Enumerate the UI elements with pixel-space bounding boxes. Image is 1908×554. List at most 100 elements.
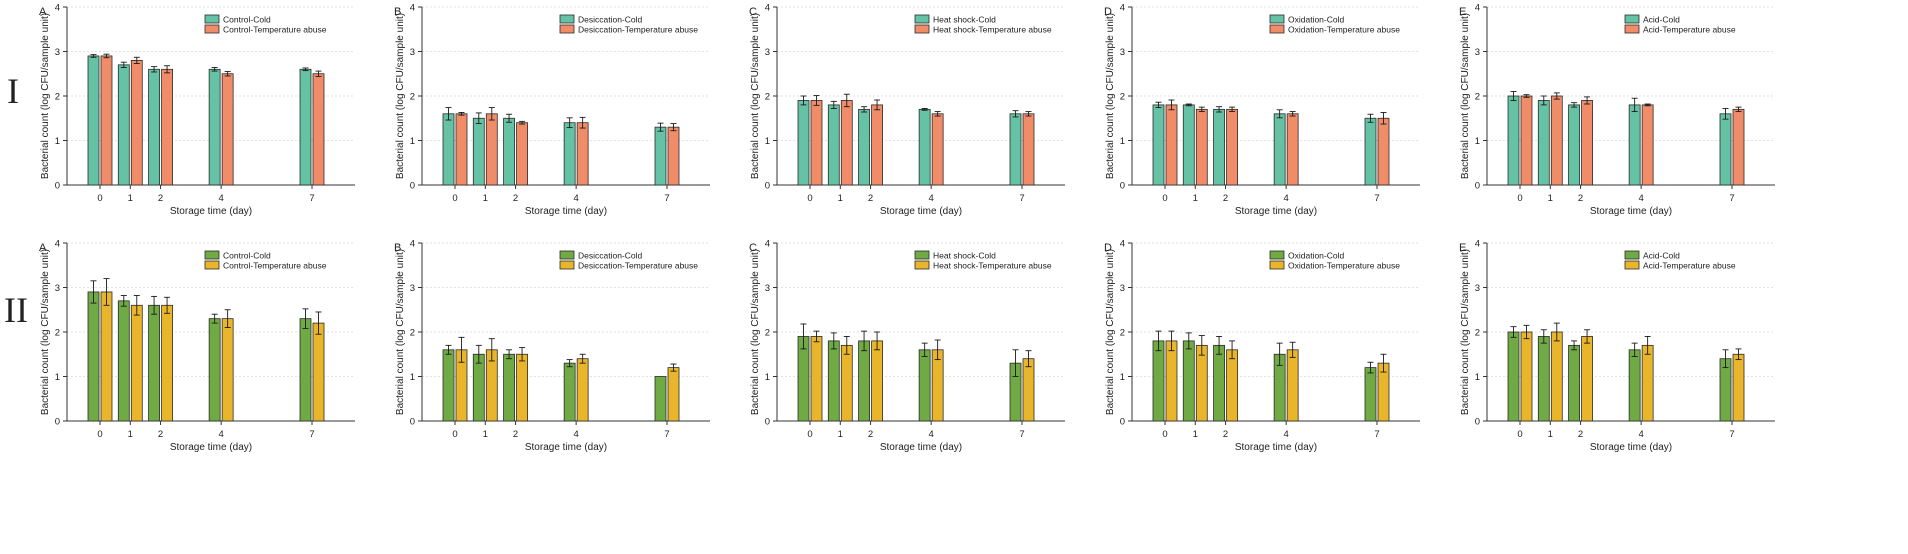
- x-tick-label: 0: [1162, 193, 1167, 204]
- bar: [810, 100, 823, 186]
- x-tick-label: 2: [1578, 429, 1583, 440]
- y-tick-label: 3: [1475, 47, 1480, 58]
- y-axis-label: Bacterial count (log CFU/sample unit): [1460, 249, 1471, 415]
- legend-swatch: [1269, 250, 1285, 260]
- y-tick-label: 2: [410, 328, 415, 339]
- x-tick-label: 7: [664, 193, 669, 204]
- bar: [299, 318, 312, 422]
- x-tick-label: 4: [1638, 429, 1643, 440]
- y-tick-label: 1: [765, 136, 770, 147]
- y-tick-label: 3: [765, 47, 770, 58]
- y-tick-label: 2: [765, 92, 770, 103]
- bar: [87, 55, 100, 186]
- y-tick-label: 4: [1120, 239, 1125, 250]
- bar: [161, 68, 173, 186]
- bar: [1581, 100, 1593, 186]
- x-tick-label: 4: [928, 429, 933, 440]
- bar: [1537, 100, 1550, 186]
- x-axis-label: Storage time (day): [525, 206, 607, 217]
- bar: [1732, 108, 1745, 186]
- x-tick-label: 1: [838, 429, 843, 440]
- y-axis-label: Bacterial count (log CFU/sample unit): [1105, 249, 1116, 415]
- y-tick-label: 1: [410, 372, 415, 383]
- bar: [1568, 344, 1580, 422]
- bar: [1273, 113, 1286, 186]
- x-tick-label: 0: [97, 429, 102, 440]
- x-axis-label: Storage time (day): [170, 206, 252, 217]
- bar: [148, 304, 160, 422]
- x-tick-label: 2: [158, 193, 163, 204]
- x-axis-label: Storage time (day): [880, 442, 962, 453]
- legend-swatch: [914, 260, 930, 270]
- x-tick-label: 7: [309, 193, 314, 204]
- legend-label: Desiccation-Cold: [578, 15, 643, 25]
- y-tick-label: 4: [1120, 3, 1125, 14]
- legend-label: Desiccation-Temperature abuse: [578, 25, 698, 35]
- panel-letter: E: [1459, 242, 1466, 254]
- y-tick-label: 4: [410, 3, 415, 14]
- y-tick-label: 1: [1475, 372, 1480, 383]
- x-axis-label: Storage time (day): [1590, 206, 1672, 217]
- bar: [1550, 95, 1563, 186]
- x-tick-label: 2: [1223, 429, 1228, 440]
- bar: [503, 117, 515, 186]
- bar: [117, 64, 130, 186]
- legend-label: Heat shock-Temperature abuse: [933, 25, 1052, 35]
- legend-label: Heat shock-Cold: [933, 15, 996, 25]
- y-tick-label: 3: [1120, 283, 1125, 294]
- x-tick-label: 1: [1548, 429, 1553, 440]
- x-tick-label: 2: [158, 429, 163, 440]
- bar: [485, 113, 498, 186]
- y-tick-label: 0: [410, 417, 415, 428]
- y-tick-label: 1: [55, 136, 60, 147]
- legend-swatch: [1269, 24, 1285, 34]
- bar: [1213, 108, 1225, 186]
- x-axis-label: Storage time (day): [525, 442, 607, 453]
- bar: [299, 68, 312, 186]
- x-tick-label: 1: [128, 429, 133, 440]
- legend-swatch: [559, 250, 575, 260]
- x-tick-label: 0: [807, 429, 812, 440]
- x-axis-label: Storage time (day): [1590, 442, 1672, 453]
- x-tick-label: 0: [452, 429, 457, 440]
- x-tick-label: 1: [838, 193, 843, 204]
- y-tick-label: 3: [55, 283, 60, 294]
- row-label-1: I: [7, 71, 19, 111]
- x-tick-label: 1: [1193, 193, 1198, 204]
- bar: [871, 340, 883, 422]
- x-tick-label: 0: [1162, 429, 1167, 440]
- y-tick-label: 3: [1120, 47, 1125, 58]
- bar: [472, 117, 485, 186]
- x-tick-label: 2: [868, 193, 873, 204]
- x-tick-label: 1: [128, 193, 133, 204]
- bar: [100, 55, 113, 186]
- legend-swatch: [204, 260, 220, 270]
- bar: [840, 100, 853, 186]
- bar: [810, 336, 823, 422]
- bar: [1226, 108, 1238, 186]
- panel-letter: C: [749, 6, 757, 18]
- legend-swatch: [914, 14, 930, 24]
- bar: [563, 362, 576, 422]
- y-tick-label: 4: [765, 239, 770, 250]
- bar: [1226, 349, 1238, 422]
- y-axis-label: Bacterial count (log CFU/sample unit): [1105, 13, 1116, 179]
- bar: [1195, 108, 1208, 186]
- bar: [1286, 349, 1299, 422]
- bar: [1550, 331, 1563, 422]
- y-tick-label: 3: [55, 47, 60, 58]
- bar: [576, 358, 589, 422]
- bar: [312, 73, 325, 186]
- y-tick-label: 2: [55, 92, 60, 103]
- bar: [918, 349, 931, 422]
- bar: [148, 68, 160, 186]
- y-tick-label: 0: [1475, 181, 1480, 192]
- y-axis-label: Bacterial count (log CFU/sample unit): [750, 13, 761, 179]
- legend-label: Acid-Temperature abuse: [1643, 261, 1736, 271]
- x-tick-label: 0: [452, 193, 457, 204]
